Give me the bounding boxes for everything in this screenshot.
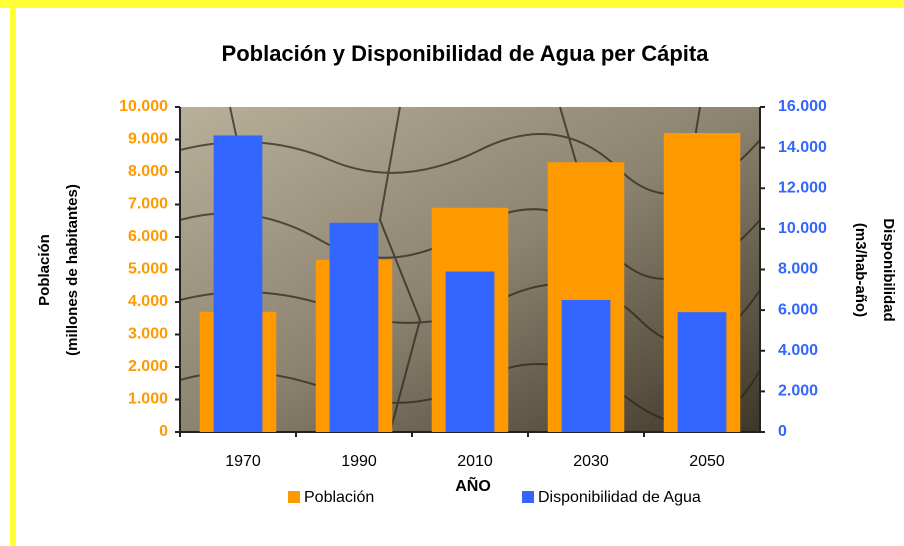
y2-axis-title: (m3/hab-año) — [852, 223, 869, 317]
legend-label: Población — [304, 489, 374, 506]
bar — [445, 271, 495, 432]
x-tick-label: 1970 — [225, 453, 261, 470]
y-tick-label: 4.000 — [128, 293, 168, 310]
legend-swatch — [522, 491, 534, 503]
frame-top — [0, 0, 904, 8]
y2-tick-label: 6.000 — [778, 301, 818, 318]
x-tick-label: 2050 — [689, 453, 725, 470]
y-tick-label: 3.000 — [128, 326, 168, 343]
y-tick-label: 0 — [159, 423, 168, 440]
y-tick-label: 5.000 — [128, 261, 168, 278]
x-tick-label: 2030 — [573, 453, 609, 470]
y2-tick-label: 10.000 — [778, 220, 827, 237]
bar — [329, 222, 379, 432]
y2-tick-label: 16.000 — [778, 98, 827, 115]
y-axis-title: Población — [36, 234, 53, 306]
y2-tick-label: 0 — [778, 423, 787, 440]
x-tick-label: 1990 — [341, 453, 377, 470]
frame-left — [10, 0, 16, 546]
x-axis-title: AÑO — [455, 475, 491, 495]
bar — [213, 135, 263, 432]
y-tick-label: 9.000 — [128, 131, 168, 148]
y2-tick-label: 4.000 — [778, 342, 818, 359]
y2-tick-label: 12.000 — [778, 179, 827, 196]
bar — [561, 299, 611, 432]
y-tick-label: 10.000 — [119, 98, 168, 115]
bar — [677, 312, 727, 432]
y2-tick-label: 8.000 — [778, 261, 818, 278]
y-tick-label: 8.000 — [128, 163, 168, 180]
legend-label: Disponibilidad de Agua — [538, 489, 701, 506]
legend-swatch — [288, 491, 300, 503]
y-tick-label: 7.000 — [128, 196, 168, 213]
y2-tick-label: 2.000 — [778, 383, 818, 400]
y-tick-label: 2.000 — [128, 358, 168, 375]
y-tick-label: 6.000 — [128, 228, 168, 245]
y-axis-title: (millones de habitantes) — [64, 184, 81, 356]
chart-title: Población y Disponibilidad de Agua per C… — [222, 41, 710, 66]
y2-axis-title: Disponibilidad — [880, 218, 897, 321]
x-tick-label: 2010 — [457, 453, 493, 470]
y2-tick-label: 14.000 — [778, 139, 827, 156]
y-tick-label: 1.000 — [128, 391, 168, 408]
